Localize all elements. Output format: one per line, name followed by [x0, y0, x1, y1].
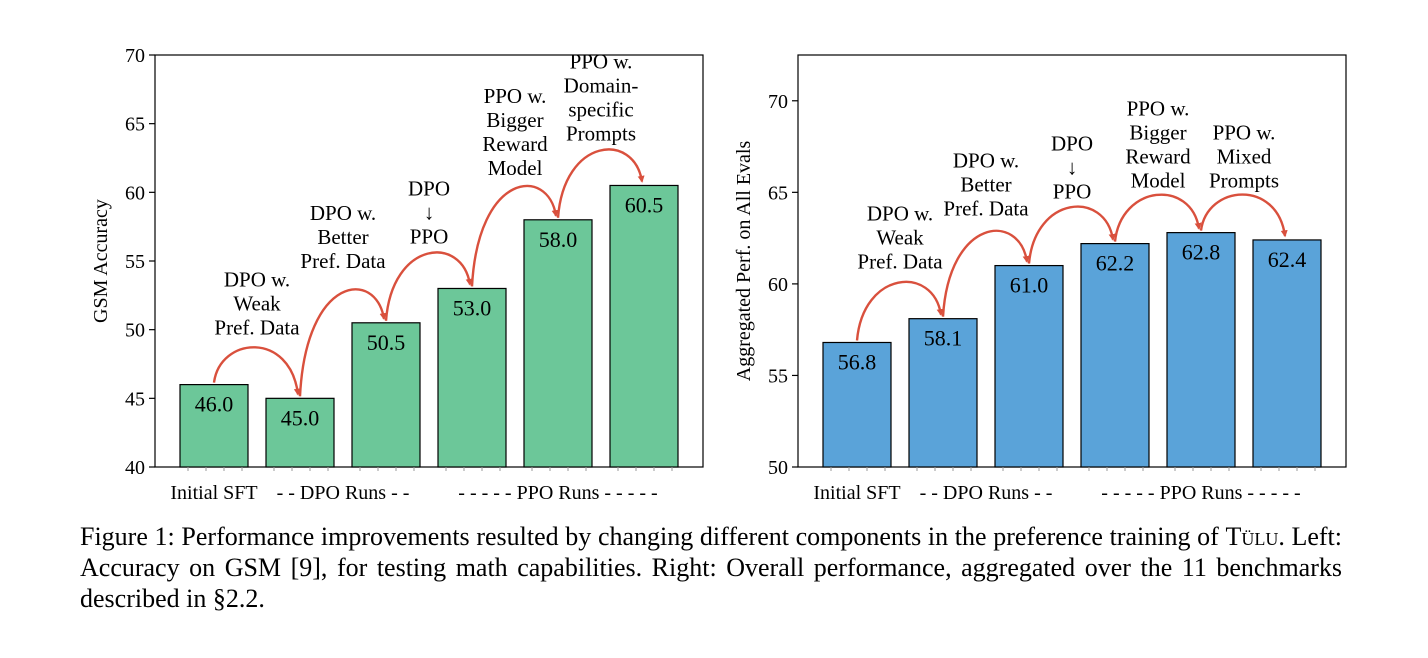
transition-label: Pref. Data: [943, 197, 1029, 221]
y-tick-label: 60: [768, 274, 788, 296]
y-tick-label: 40: [125, 457, 145, 479]
bar-value-label: 45.0: [281, 405, 320, 430]
transition-label: Model: [1131, 169, 1186, 193]
transition-arrow: [1199, 193, 1288, 238]
caption-suffix: . Left: Accuracy on GSM [9], for testing…: [80, 522, 1343, 613]
transition-label: Model: [488, 156, 543, 180]
transition-label: DPO w.: [310, 201, 376, 225]
transition-label: DPO: [408, 176, 450, 200]
bar: [609, 184, 679, 468]
y-tick-label: 50: [125, 320, 145, 342]
x-group-label: - - - - - PPO Runs - - - - -: [458, 482, 657, 504]
aggregated-performance-chart: 50 55 60 65 70 Aggregated Perf. on All Evals 5…: [733, 54, 1347, 504]
transition-label: Domain-: [564, 73, 639, 97]
bar-value-label: 62.2: [1096, 251, 1135, 276]
transition-label: ↓: [1067, 156, 1078, 180]
bar: [822, 341, 892, 468]
transition-label: PPO w.: [1127, 97, 1190, 121]
y-axis-label: Aggregated Perf. on All Evals: [733, 141, 755, 382]
caption-model-name: Tülu: [1225, 522, 1279, 551]
transition-arrow: [556, 148, 645, 218]
transition-label: Weak: [876, 226, 924, 250]
bar-value-label: 50.5: [367, 330, 406, 355]
y-tick-label: 55: [125, 251, 145, 273]
transition-label: Pref. Data: [214, 316, 300, 340]
figure-charts: 40 45 50 55 60 65 70 GSM Accuracy 46.0 45.0 50.5 53…: [90, 45, 1347, 504]
transition-label: DPO w.: [224, 268, 290, 292]
bar-value-label: 46.0: [195, 392, 234, 417]
transition-label: Bigger: [486, 108, 543, 132]
transition-arrow: [941, 229, 1030, 317]
y-tick-label: 60: [125, 182, 145, 204]
y-tick-label: 70: [125, 45, 145, 67]
transition-label: DPO: [1051, 132, 1093, 156]
transition-label: Weak: [233, 292, 281, 316]
transition-arrow: [298, 288, 387, 397]
y-tick-label: 50: [768, 457, 788, 479]
bar-value-label: 56.8: [838, 349, 877, 374]
transition-label: Better: [317, 225, 368, 249]
bar: [994, 264, 1064, 468]
transition-arrow: [384, 251, 473, 321]
transition-arrow: [1113, 193, 1202, 242]
bar-value-label: 53.0: [453, 295, 492, 320]
transition-label: specific: [568, 97, 633, 121]
bar: [351, 322, 421, 468]
x-group-label: Initial SFT: [170, 482, 257, 504]
transition-label: Bigger: [1129, 121, 1186, 145]
caption-prefix: Figure 1: Performance improvements resul…: [80, 522, 1226, 551]
transition-arrow: [470, 184, 559, 287]
transition-label: Prompts: [1209, 169, 1279, 193]
transition-label: Pref. Data: [300, 249, 386, 273]
transition-arrow: [855, 280, 944, 341]
transition-label: Pref. Data: [857, 250, 943, 274]
bar: [523, 219, 593, 468]
bar-value-label: 61.0: [1010, 273, 1049, 298]
figure-caption: Figure 1: Performance improvements resul…: [80, 521, 1342, 614]
gsm-accuracy-chart: 40 45 50 55 60 65 70 GSM Accuracy 46.0 45.0 50.5 53…: [90, 45, 704, 504]
transition-label: PPO w.: [484, 84, 547, 108]
transition-arrow: [1027, 205, 1116, 264]
transition-label: DPO w.: [953, 149, 1019, 173]
plot-frame: [797, 54, 1347, 468]
transition-label: PPO: [1053, 180, 1092, 204]
transition-label: DPO w.: [867, 202, 933, 226]
bar-value-label: 58.0: [539, 227, 578, 252]
transition-label: PPO w.: [1213, 121, 1276, 145]
transition-label: PPO: [410, 224, 449, 248]
bar: [265, 397, 335, 468]
x-group-label: - - DPO Runs - -: [920, 482, 1053, 504]
bar-value-label: 60.5: [625, 192, 664, 217]
transition-label: Better: [960, 173, 1011, 197]
y-tick-label: 65: [125, 114, 145, 136]
bar: [1080, 243, 1150, 468]
transition-label: Mixed: [1217, 145, 1272, 169]
y-tick-label: 70: [768, 91, 788, 113]
x-group-label: - - - - - PPO Runs - - - - -: [1101, 482, 1300, 504]
bar: [1166, 232, 1236, 468]
x-group-label: Initial SFT: [813, 482, 900, 504]
bar: [437, 287, 507, 468]
transition-label: ↓: [424, 200, 435, 224]
transition-label: PPO w.: [570, 49, 633, 73]
y-tick-label: 55: [768, 365, 788, 387]
y-tick-label: 65: [768, 182, 788, 204]
bar: [179, 384, 249, 468]
bar-value-label: 62.8: [1182, 240, 1221, 265]
transition-label: Reward: [482, 132, 548, 156]
y-axis-label: GSM Accuracy: [90, 199, 112, 323]
y-tick-label: 45: [125, 388, 145, 410]
transition-label: Prompts: [566, 121, 636, 145]
bar: [1252, 239, 1322, 468]
bar: [908, 318, 978, 468]
bar-value-label: 62.4: [1268, 247, 1307, 272]
transition-arrow: [212, 346, 301, 396]
bar-value-label: 58.1: [924, 326, 963, 351]
transition-label: Reward: [1125, 145, 1191, 169]
x-group-label: - - DPO Runs - -: [277, 482, 410, 504]
